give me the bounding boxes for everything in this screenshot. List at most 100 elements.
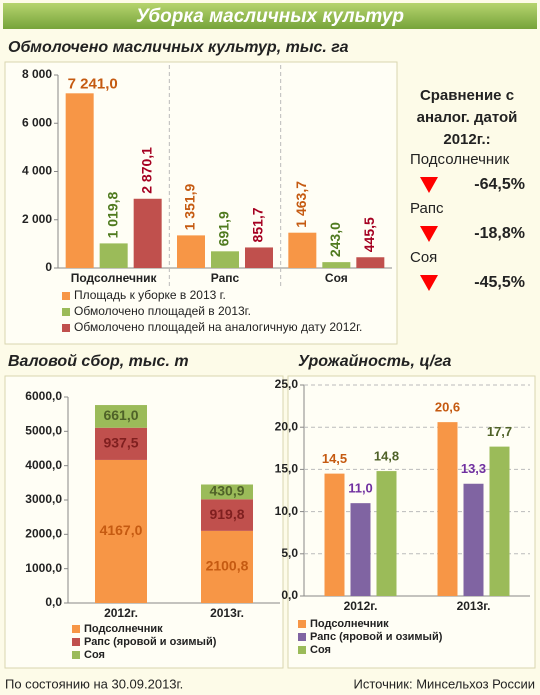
comparison-name: Рапс xyxy=(410,200,444,217)
y-tick-label: 20,0 xyxy=(275,419,299,433)
bar xyxy=(65,93,94,268)
bar-segment xyxy=(95,459,147,603)
bar-segment xyxy=(95,405,147,428)
legend-label: Рапс (яровой и озимый) xyxy=(84,636,217,648)
data-label: 430,9 xyxy=(209,483,244,499)
legend-swatch xyxy=(62,308,70,316)
x-tick-label: Подсолнечник xyxy=(71,271,158,285)
bar xyxy=(211,251,239,268)
data-label: 14,5 xyxy=(322,451,347,466)
x-tick-label: 2013г. xyxy=(210,606,244,620)
bar-segment xyxy=(201,530,253,603)
comparison-name: Подсолнечник xyxy=(410,151,510,168)
y-tick-label: 8 000 xyxy=(22,67,52,81)
comparison-value: -64,5% xyxy=(474,176,525,193)
legend-label: Соя xyxy=(310,644,331,656)
page-title: Уборка масличных культур xyxy=(136,6,404,27)
legend-swatch xyxy=(298,620,306,628)
bar-segment xyxy=(201,499,253,531)
legend-label: Подсолнечник xyxy=(310,618,389,630)
data-label: 4167,0 xyxy=(100,522,143,538)
bar xyxy=(324,473,345,596)
data-label: 20,6 xyxy=(435,400,460,415)
y-tick-label: 2000,0 xyxy=(25,527,62,541)
data-label: 11,0 xyxy=(348,481,373,496)
data-label: 17,7 xyxy=(487,424,512,439)
y-tick-label: 2 000 xyxy=(22,212,52,226)
x-tick-label: Соя xyxy=(325,271,348,285)
legend-swatch xyxy=(72,625,80,633)
x-tick-label: 2013г. xyxy=(457,599,491,613)
legend-swatch xyxy=(62,324,70,332)
footer-date: По состоянию на 30.09.2013г. xyxy=(5,676,183,691)
legend-label: Обмолочено площадей в 2013г. xyxy=(74,304,251,318)
comparison-value: -18,8% xyxy=(474,225,525,242)
y-tick-label: 0,0 xyxy=(45,595,62,609)
footer-source: Источник: Минсельхоз России xyxy=(353,676,535,691)
legend-swatch xyxy=(62,292,70,300)
comparison-title: аналог. датой xyxy=(417,109,518,126)
y-tick-label: 6 000 xyxy=(22,115,52,129)
bar xyxy=(356,257,385,268)
bar xyxy=(350,503,371,596)
x-tick-label: Рапс xyxy=(211,271,240,285)
data-label: 7 241,0 xyxy=(68,75,118,92)
x-tick-label: 2012г. xyxy=(344,599,378,613)
y-tick-label: 10,0 xyxy=(275,504,299,518)
comparison-title: Сравнение с xyxy=(420,87,514,104)
legend-swatch xyxy=(72,638,80,646)
y-tick-label: 3000,0 xyxy=(25,492,62,506)
bar xyxy=(288,232,317,268)
data-label: 14,8 xyxy=(374,449,399,464)
chart-title: Валовой сбор, тыс. т xyxy=(8,353,189,370)
comparison-value: -45,5% xyxy=(474,274,525,291)
legend-label: Подсолнечник xyxy=(84,623,163,635)
data-label: 13,3 xyxy=(461,461,486,476)
bar xyxy=(437,422,458,596)
data-label: 243,0 xyxy=(327,222,343,257)
data-label: 445,5 xyxy=(361,217,377,252)
legend-swatch xyxy=(72,651,80,659)
legend-label: Обмолочено площадей на аналогичную дату … xyxy=(74,320,362,334)
data-label: 1 351,9 xyxy=(182,183,198,230)
chart-title: Обмолочено масличных культур, тыс. га xyxy=(8,39,349,56)
x-tick-label: 2012г. xyxy=(104,606,138,620)
bar xyxy=(489,446,510,596)
data-label: 1 019,8 xyxy=(104,191,120,238)
y-tick-label: 0,0 xyxy=(281,588,298,602)
legend-label: Рапс (яровой и озимый) xyxy=(310,631,443,643)
chart-title: Урожайность, ц/га xyxy=(298,353,451,370)
bar xyxy=(177,235,205,268)
legend-label: Соя xyxy=(84,649,105,661)
banner xyxy=(3,3,537,29)
y-tick-label: 4 000 xyxy=(22,164,52,178)
down-arrow xyxy=(420,177,438,193)
comparison-name: Соя xyxy=(410,249,437,266)
data-label: 937,5 xyxy=(103,435,138,451)
bar xyxy=(245,247,273,268)
y-tick-label: 5000,0 xyxy=(25,424,62,438)
data-label: 691,9 xyxy=(216,211,232,246)
y-tick-label: 4000,0 xyxy=(25,458,62,472)
bar xyxy=(133,198,162,268)
bar-segment xyxy=(95,427,147,460)
y-tick-label: 0 xyxy=(45,260,52,274)
down-arrow xyxy=(420,226,438,242)
bar xyxy=(376,471,397,596)
y-tick-label: 6000,0 xyxy=(25,389,62,403)
bar xyxy=(99,243,128,268)
legend-label: Площадь к уборке в 2013 г. xyxy=(74,288,226,302)
y-tick-label: 5,0 xyxy=(281,546,298,560)
bar xyxy=(322,262,351,268)
y-tick-label: 25,0 xyxy=(275,377,299,391)
bar-segment xyxy=(201,484,253,500)
data-label: 2 870,1 xyxy=(138,147,154,194)
data-label: 2100,8 xyxy=(206,558,249,574)
data-label: 1 463,7 xyxy=(293,181,309,228)
data-label: 919,8 xyxy=(209,506,244,522)
y-tick-label: 1000,0 xyxy=(25,561,62,575)
data-label: 661,0 xyxy=(103,407,138,423)
down-arrow xyxy=(420,275,438,291)
data-label: 851,7 xyxy=(250,207,266,242)
